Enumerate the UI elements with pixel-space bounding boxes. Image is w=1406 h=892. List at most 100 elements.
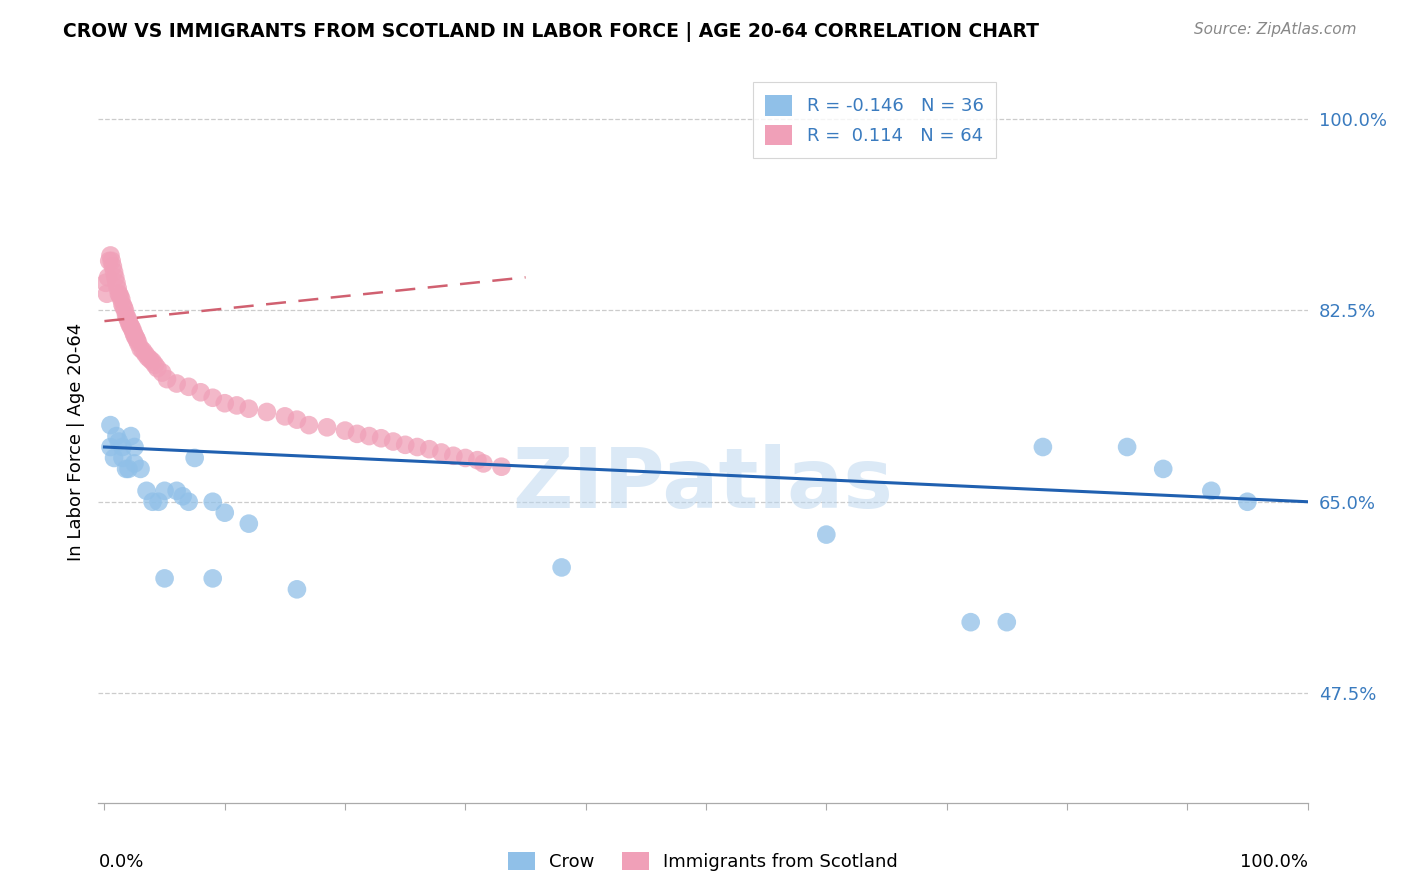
Point bbox=[333, 424, 356, 438]
Point bbox=[103, 265, 125, 279]
Point bbox=[114, 303, 136, 318]
Point bbox=[108, 289, 131, 303]
Point bbox=[107, 281, 129, 295]
Point bbox=[105, 276, 128, 290]
Point bbox=[285, 412, 308, 426]
Point bbox=[122, 325, 145, 339]
Point bbox=[121, 322, 143, 336]
Point bbox=[124, 328, 146, 343]
Point bbox=[815, 527, 838, 541]
Point bbox=[118, 318, 141, 332]
Point bbox=[346, 426, 368, 441]
Point bbox=[148, 494, 170, 508]
Point bbox=[1236, 494, 1258, 508]
Point bbox=[298, 418, 321, 433]
Point bbox=[108, 434, 131, 449]
Point bbox=[111, 298, 134, 312]
Point bbox=[454, 450, 477, 465]
Point bbox=[153, 571, 176, 585]
Point bbox=[1116, 440, 1139, 454]
Point bbox=[136, 350, 159, 364]
Point bbox=[111, 440, 134, 454]
Text: 0.0%: 0.0% bbox=[98, 854, 143, 871]
Point bbox=[104, 270, 127, 285]
Text: CROW VS IMMIGRANTS FROM SCOTLAND IN LABOR FORCE | AGE 20-64 CORRELATION CHART: CROW VS IMMIGRANTS FROM SCOTLAND IN LABO… bbox=[63, 22, 1039, 42]
Point bbox=[190, 385, 212, 400]
Y-axis label: In Labor Force | Age 20-64: In Labor Force | Age 20-64 bbox=[66, 322, 84, 561]
Point bbox=[370, 431, 392, 445]
Point bbox=[117, 462, 139, 476]
Point bbox=[166, 483, 188, 498]
Point bbox=[430, 445, 453, 459]
Legend: Crow, Immigrants from Scotland: Crow, Immigrants from Scotland bbox=[501, 845, 905, 879]
Point bbox=[201, 571, 224, 585]
Point bbox=[177, 494, 200, 508]
Point bbox=[111, 450, 134, 465]
Point bbox=[274, 409, 297, 424]
Point bbox=[550, 560, 572, 574]
Point bbox=[124, 440, 146, 454]
Point bbox=[1201, 483, 1223, 498]
Point bbox=[125, 333, 148, 347]
Point bbox=[94, 276, 117, 290]
Point bbox=[214, 506, 236, 520]
Point bbox=[120, 429, 142, 443]
Point bbox=[177, 380, 200, 394]
Point bbox=[382, 434, 405, 449]
Point bbox=[100, 440, 122, 454]
Point bbox=[142, 494, 165, 508]
Point bbox=[150, 366, 173, 380]
Point bbox=[132, 343, 155, 358]
Point bbox=[115, 309, 138, 323]
Point bbox=[129, 462, 152, 476]
Point bbox=[117, 314, 139, 328]
Point bbox=[105, 429, 128, 443]
Point bbox=[108, 286, 131, 301]
Point bbox=[127, 336, 149, 351]
Point bbox=[201, 494, 224, 508]
Point bbox=[115, 462, 138, 476]
Point bbox=[995, 615, 1018, 629]
Point bbox=[959, 615, 981, 629]
Point bbox=[214, 396, 236, 410]
Point bbox=[256, 405, 278, 419]
Point bbox=[467, 453, 489, 467]
Text: Source: ZipAtlas.com: Source: ZipAtlas.com bbox=[1194, 22, 1357, 37]
Point bbox=[472, 457, 495, 471]
Point bbox=[285, 582, 308, 597]
Text: ZIPatlas: ZIPatlas bbox=[513, 444, 893, 525]
Point bbox=[316, 420, 339, 434]
Point bbox=[225, 398, 247, 412]
Point bbox=[394, 438, 416, 452]
Point bbox=[139, 352, 162, 367]
Point bbox=[100, 418, 122, 433]
Point bbox=[491, 459, 513, 474]
Point bbox=[103, 450, 125, 465]
Point bbox=[156, 372, 179, 386]
Point bbox=[135, 483, 157, 498]
Point bbox=[238, 401, 260, 416]
Point bbox=[101, 260, 124, 274]
Point bbox=[143, 358, 166, 372]
Point bbox=[166, 376, 188, 391]
Point bbox=[172, 489, 194, 503]
Point bbox=[142, 354, 165, 368]
Text: 100.0%: 100.0% bbox=[1240, 854, 1308, 871]
Point bbox=[100, 248, 122, 262]
Point bbox=[238, 516, 260, 531]
Point bbox=[134, 347, 156, 361]
Point bbox=[1032, 440, 1054, 454]
Point bbox=[359, 429, 381, 443]
Point bbox=[117, 310, 139, 325]
Point bbox=[1152, 462, 1174, 476]
Point bbox=[201, 391, 224, 405]
Point bbox=[124, 457, 146, 471]
Legend: R = -0.146   N = 36, R =  0.114   N = 64: R = -0.146 N = 36, R = 0.114 N = 64 bbox=[752, 82, 997, 158]
Point bbox=[129, 342, 152, 356]
Point bbox=[97, 270, 120, 285]
Point bbox=[100, 253, 122, 268]
Point bbox=[96, 286, 118, 301]
Point bbox=[406, 440, 429, 454]
Point bbox=[120, 319, 142, 334]
Point bbox=[146, 361, 169, 376]
